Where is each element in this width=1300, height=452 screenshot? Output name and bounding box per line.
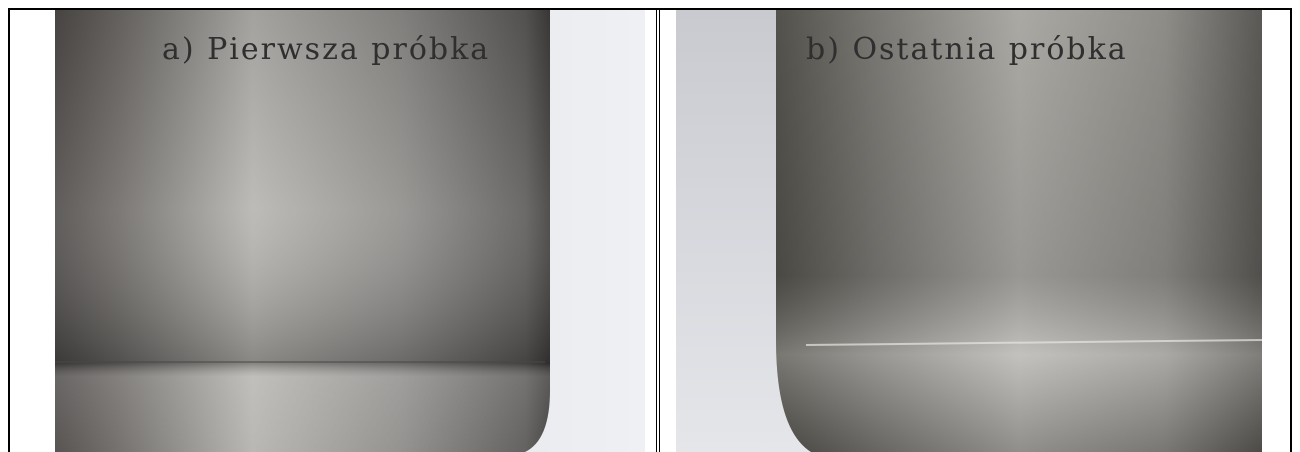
photo-first-sample bbox=[55, 10, 645, 452]
cell-divider bbox=[656, 8, 660, 452]
page: a) Pierwsza próbka b) Ostatnia próbka ((… bbox=[0, 0, 1300, 452]
caption: a) Pierwsza próbka bbox=[162, 32, 490, 67]
caption: b) Ostatnia próbka bbox=[806, 32, 1128, 67]
photo-last-sample bbox=[676, 10, 1262, 452]
